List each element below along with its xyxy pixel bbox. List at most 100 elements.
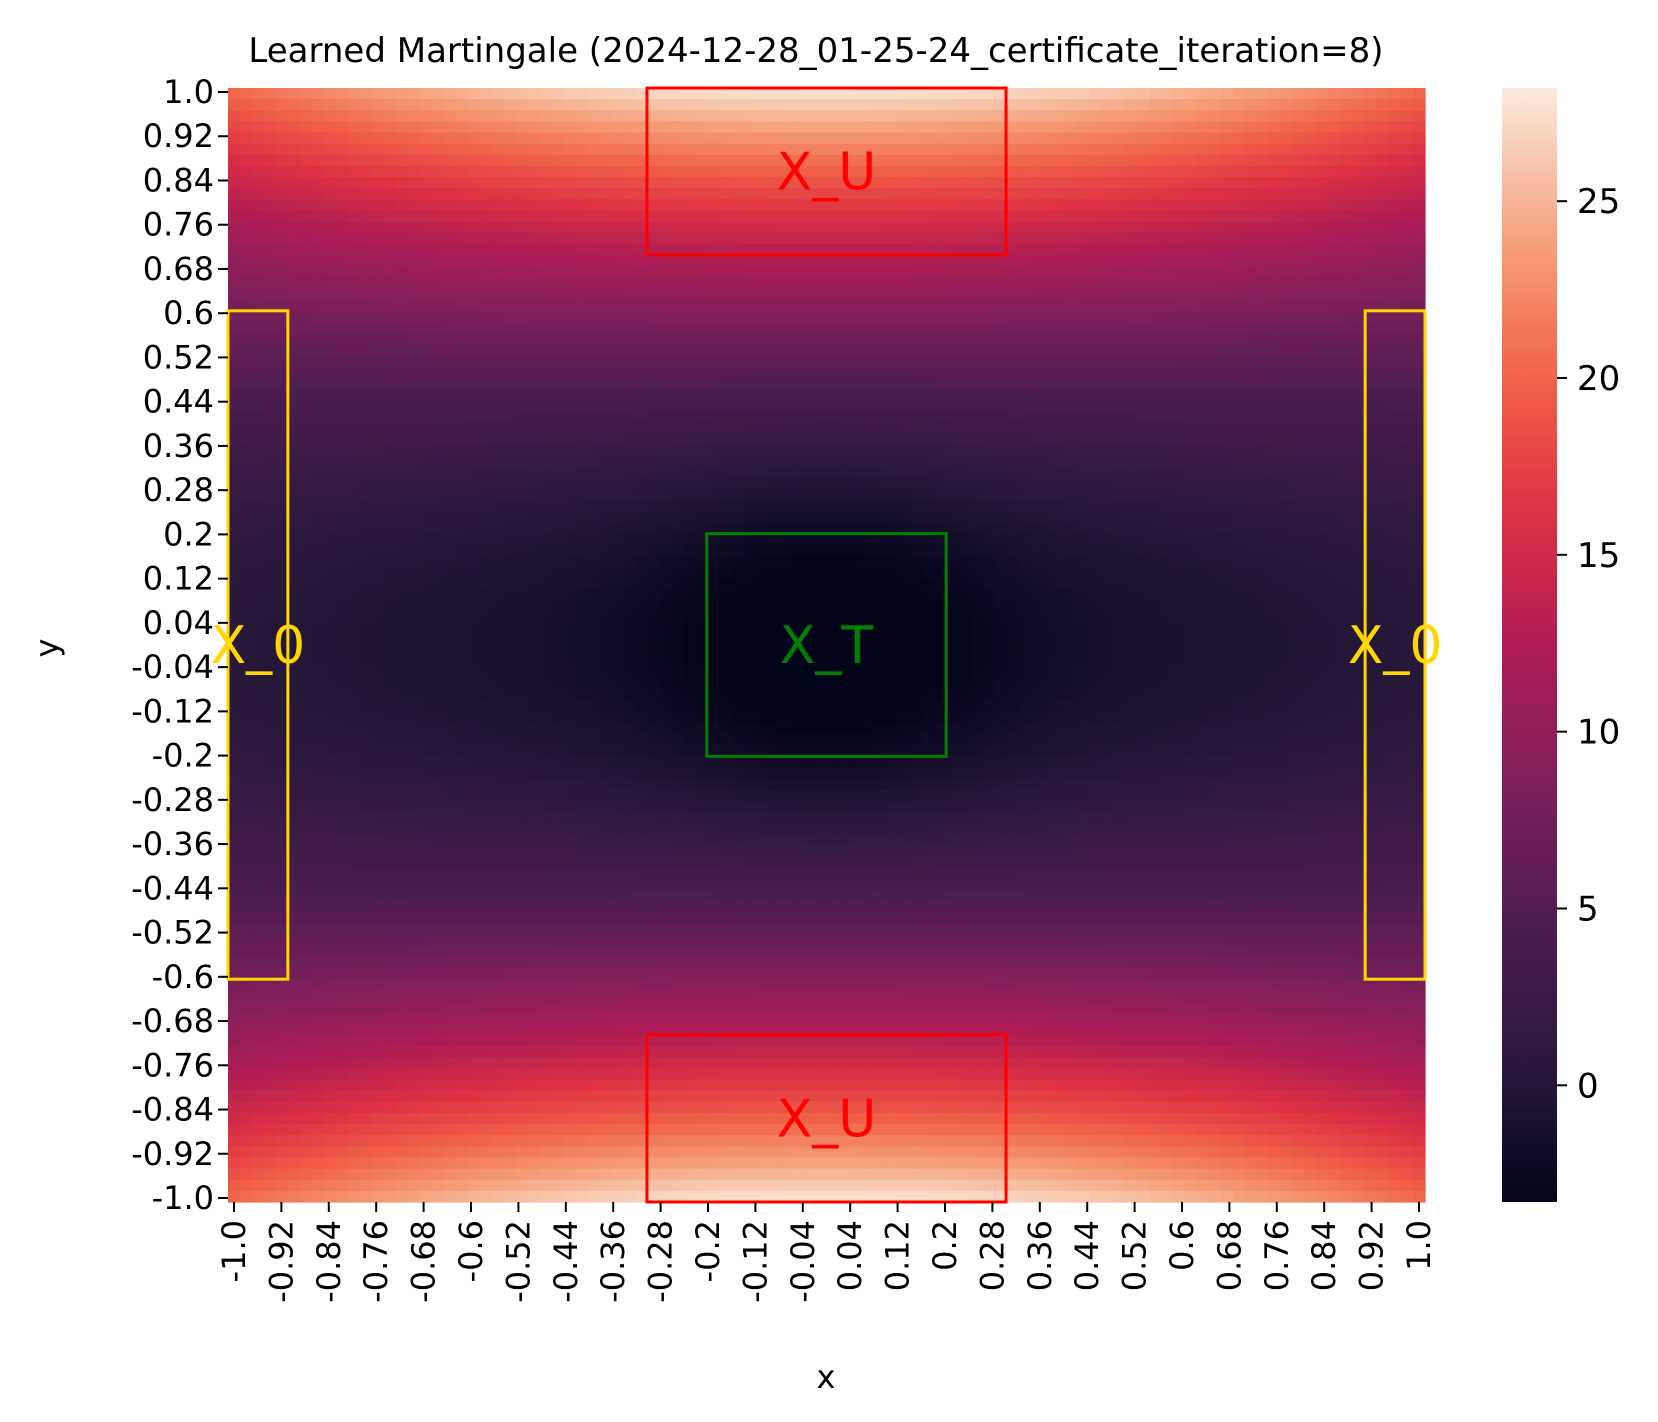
heatmap-cell <box>323 600 337 613</box>
heatmap-cell <box>551 355 564 368</box>
heatmap-cell <box>551 745 564 757</box>
heatmap-cell <box>455 645 468 657</box>
heatmap-cell <box>611 589 624 602</box>
heatmap-cell <box>599 232 612 245</box>
heatmap-cell <box>311 388 325 401</box>
heatmap-cell <box>599 901 612 913</box>
heatmap-cell <box>299 489 313 501</box>
heatmap-cell <box>479 500 492 512</box>
heatmap-cell <box>718 266 732 278</box>
heatmap-cell <box>587 756 600 769</box>
heatmap-cell <box>311 1157 325 1170</box>
heatmap-cell <box>646 923 660 936</box>
heatmap-cell <box>228 344 241 356</box>
heatmap-cell <box>670 990 684 1003</box>
heatmap-cell <box>587 444 600 457</box>
heatmap-cell <box>431 1046 445 1058</box>
heatmap-cell <box>275 321 289 334</box>
heatmap-cell <box>730 310 744 323</box>
heatmap-cell <box>742 466 756 479</box>
heatmap-cell <box>263 633 277 646</box>
heatmap-cell <box>419 243 433 256</box>
heatmap-cell <box>431 834 445 847</box>
heatmap-cell <box>467 199 480 212</box>
heatmap-cell <box>754 678 768 691</box>
heatmap-cell <box>371 210 385 223</box>
heatmap-cell <box>515 578 528 590</box>
heatmap-cell <box>419 110 433 123</box>
heatmap-cell <box>467 388 480 401</box>
heatmap-cell <box>694 667 708 680</box>
heatmap-cell <box>634 88 648 100</box>
heatmap-cell <box>766 611 780 624</box>
heatmap-cell <box>718 745 732 757</box>
heatmap-cell <box>742 143 756 156</box>
heatmap-cell <box>790 689 804 702</box>
heatmap-cell <box>802 444 816 457</box>
heatmap-cell <box>251 444 265 457</box>
heatmap-cell <box>383 533 397 546</box>
heatmap-cell <box>515 1135 528 1147</box>
heatmap-cell <box>515 1057 528 1069</box>
heatmap-cell <box>347 745 361 757</box>
heatmap-cell <box>730 1090 744 1103</box>
heatmap-cell <box>455 399 468 412</box>
heatmap-cell <box>251 867 265 880</box>
heatmap-cell <box>443 800 457 813</box>
heatmap-cell <box>682 1124 696 1136</box>
heatmap-cell <box>754 990 768 1003</box>
heatmap-cell <box>718 812 732 824</box>
heatmap-cell <box>634 355 648 368</box>
heatmap-cell <box>742 789 756 802</box>
heatmap-cell <box>623 867 636 880</box>
heatmap-cell <box>263 656 277 668</box>
heatmap-cell <box>718 355 732 368</box>
heatmap-cell <box>263 188 277 200</box>
heatmap-cell <box>419 667 433 680</box>
heatmap-cell <box>491 321 504 334</box>
heatmap-cell <box>239 489 253 501</box>
heatmap-cell <box>611 455 624 468</box>
heatmap-cell <box>323 678 337 691</box>
heatmap-cell <box>515 188 528 200</box>
heatmap-cell <box>646 544 660 557</box>
heatmap-cell <box>718 622 732 635</box>
heatmap-cell <box>730 411 744 423</box>
heatmap-cell <box>515 1001 528 1014</box>
heatmap-cell <box>670 1046 684 1058</box>
heatmap-cell <box>790 1057 804 1069</box>
heatmap-cell <box>766 1068 780 1081</box>
heatmap-cell <box>802 722 816 735</box>
heatmap-cell <box>754 1079 768 1092</box>
heatmap-cell <box>491 645 504 657</box>
heatmap-cell <box>455 622 468 635</box>
heatmap-cell <box>455 277 468 290</box>
heatmap-cell <box>646 834 660 847</box>
heatmap-cell <box>527 834 540 847</box>
heatmap-cell <box>599 1012 612 1025</box>
heatmap-cell <box>802 321 816 334</box>
heatmap-cell <box>455 845 468 858</box>
heatmap-cell <box>611 678 624 691</box>
heatmap-cell <box>239 823 253 835</box>
heatmap-cell <box>395 667 409 680</box>
heatmap-cell <box>228 923 241 936</box>
heatmap-cell <box>646 466 660 479</box>
heatmap-cell <box>503 177 516 189</box>
heatmap-cell <box>347 1135 361 1147</box>
heatmap-cell <box>359 333 373 345</box>
heatmap-cell <box>503 1079 516 1092</box>
heatmap-cell <box>228 489 241 501</box>
heatmap-cell <box>539 466 552 479</box>
heatmap-cell <box>371 645 385 657</box>
heatmap-cell <box>228 578 241 590</box>
heatmap-cell <box>611 912 624 925</box>
heatmap-cell <box>443 1079 457 1092</box>
heatmap-cell <box>335 745 349 757</box>
heatmap-cell <box>611 945 624 958</box>
heatmap-cell <box>790 154 804 167</box>
heatmap-cell <box>742 500 756 512</box>
heatmap-cell <box>623 934 636 947</box>
heatmap-cell <box>587 890 600 902</box>
heatmap-cell <box>742 756 756 769</box>
